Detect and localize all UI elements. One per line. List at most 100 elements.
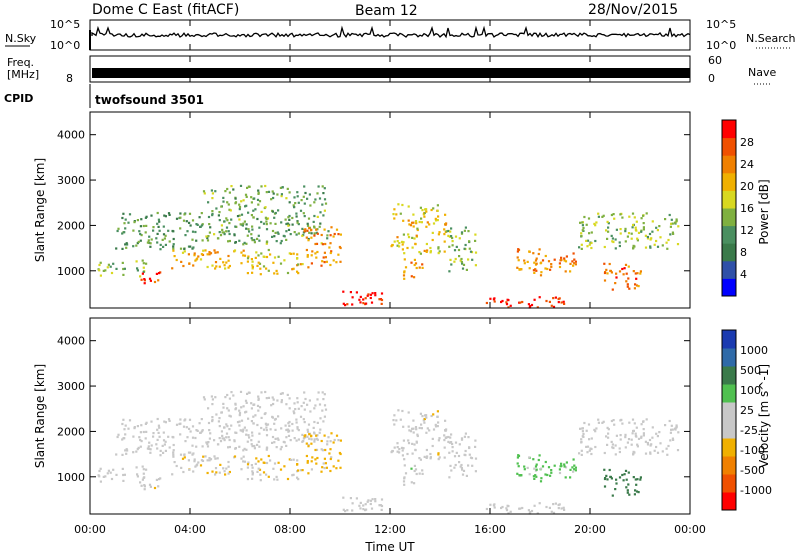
echo-cell [407, 236, 411, 239]
echo-cell [326, 237, 329, 240]
echo-cell [296, 195, 299, 198]
echo-cell [489, 503, 492, 506]
echo-cell [421, 209, 424, 212]
echo-cell [311, 456, 314, 459]
echo-cell [144, 437, 147, 440]
echo-cell [437, 252, 440, 255]
echo-cell [548, 300, 551, 303]
echo-cell [560, 256, 563, 259]
echo-cell [115, 247, 118, 250]
echo-cell [259, 479, 262, 482]
echo-cell [611, 240, 614, 243]
echo-cell [243, 241, 246, 244]
echo-cell [265, 426, 268, 429]
echo-cell [393, 217, 396, 220]
echo-cell [236, 215, 240, 218]
echo-cell [396, 450, 399, 453]
echo-cell [260, 185, 263, 188]
echo-cell [619, 438, 622, 441]
echo-cell [626, 489, 629, 492]
echo-cell [610, 440, 613, 443]
echo-cell [302, 195, 305, 198]
echo-cell [349, 497, 352, 500]
echo-cell [404, 266, 408, 269]
echo-cell [193, 254, 196, 257]
echo-cell [206, 471, 209, 475]
echo-cell [337, 233, 340, 236]
echo-cell [393, 446, 396, 449]
echo-cell [308, 437, 311, 440]
echo-cell [258, 262, 262, 265]
echo-cell [123, 231, 126, 234]
echo-cell [329, 469, 332, 473]
echo-cell [309, 410, 312, 413]
echo-cell [224, 396, 227, 399]
echo-cell [141, 259, 144, 262]
echo-cell [172, 436, 175, 439]
echo-cell [509, 510, 512, 513]
echo-cell [580, 243, 583, 246]
echo-cell [380, 302, 383, 305]
echo-cell [244, 205, 247, 208]
echo-cell [323, 467, 326, 470]
echo-cell [322, 192, 325, 195]
echo-cell [610, 234, 613, 237]
velocity-echo-cells [97, 390, 680, 515]
echo-cell [521, 506, 524, 510]
echo-cell [594, 445, 597, 449]
echo-cell [537, 252, 540, 256]
echo-cell [186, 230, 189, 233]
echo-cell [141, 478, 144, 481]
echo-cell [204, 455, 207, 458]
colorbar-swatch [722, 243, 736, 262]
echo-cell [314, 242, 317, 246]
echo-cell [437, 439, 440, 442]
echo-cell [436, 415, 439, 418]
echo-cell [260, 416, 263, 419]
echo-cell [574, 469, 577, 472]
echo-cell [149, 279, 152, 282]
echo-cell [587, 217, 591, 220]
echo-cell [413, 237, 416, 240]
echo-cell [284, 424, 287, 427]
echo-cell [465, 474, 468, 477]
echo-cell [578, 452, 581, 455]
power-y-axis-label: Slant Range [km] [33, 158, 47, 262]
echo-cell [253, 403, 256, 406]
echo-cell [246, 392, 249, 395]
echo-cell [295, 215, 298, 218]
echo-cell [138, 436, 141, 439]
echo-cell [256, 470, 259, 473]
echo-cell [565, 255, 568, 258]
echo-cell [186, 436, 189, 439]
echo-cell [547, 260, 551, 263]
echo-cell [407, 439, 410, 442]
echo-cell [253, 447, 256, 450]
echo-cell [316, 421, 319, 424]
echo-cell [220, 205, 223, 208]
echo-cell [133, 221, 136, 224]
echo-cell [247, 434, 250, 437]
echo-cell [140, 484, 143, 487]
echo-cell [158, 272, 161, 275]
echo-cell [649, 238, 652, 241]
echo-cell [164, 234, 167, 237]
echo-cell [380, 504, 384, 508]
echo-cell [276, 478, 279, 481]
echo-cell [250, 443, 253, 446]
echo-cell [277, 461, 280, 464]
echo-cell [457, 454, 461, 458]
echo-cell [136, 242, 139, 245]
echo-cell [349, 291, 352, 294]
echo-cell [281, 392, 284, 395]
echo-cell [232, 188, 235, 191]
echo-cell [552, 297, 555, 300]
echo-cell [667, 444, 670, 448]
echo-cell [301, 263, 304, 266]
echo-cell [243, 426, 246, 429]
echo-cell [615, 272, 618, 275]
echo-cell [326, 234, 329, 237]
echo-cell [324, 256, 327, 259]
echo-cell [594, 239, 597, 243]
echo-cell [585, 429, 588, 432]
